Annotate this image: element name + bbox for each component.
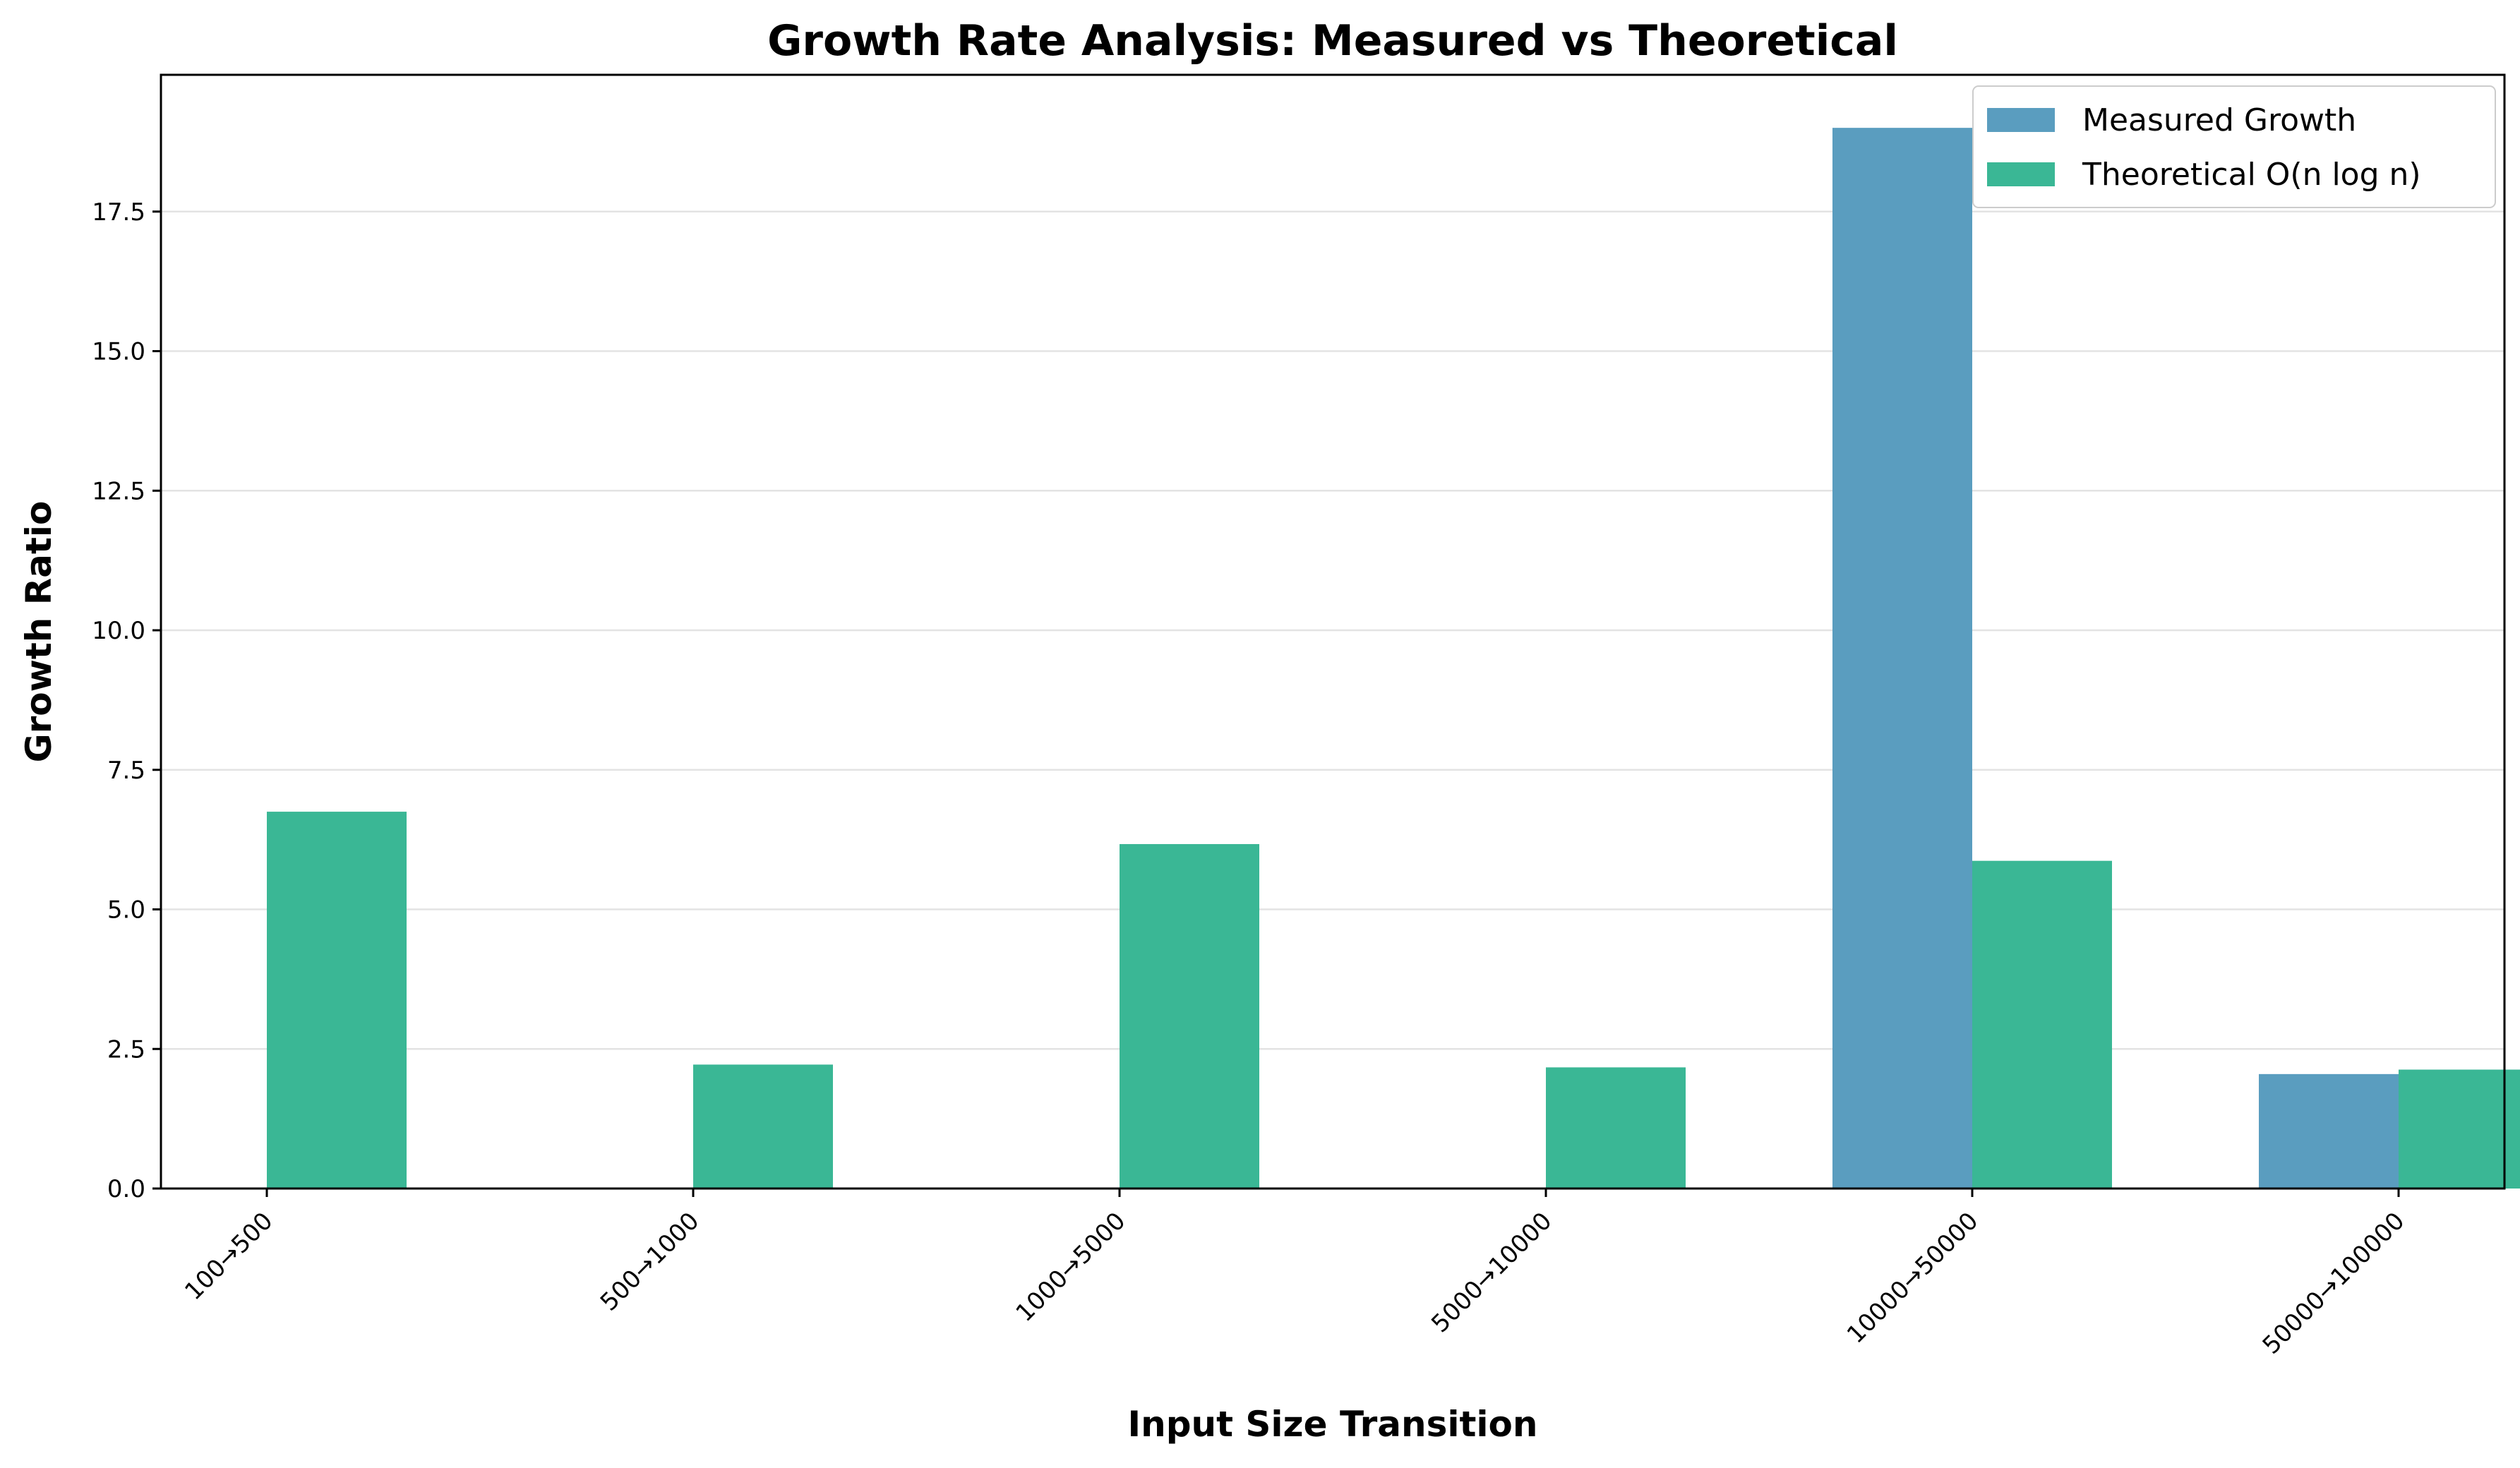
legend-label-measured-growth: Measured Growth: [2082, 102, 2356, 138]
grid-lines: [161, 210, 2504, 1050]
y-axis-label: Growth Ratio: [18, 501, 59, 763]
y-tick-label: 15.0: [92, 338, 145, 366]
legend-swatch-measured-growth: [1987, 108, 2055, 132]
plot-area-frame: [160, 73, 2506, 1190]
bar-theoretical-3: [1546, 1067, 1686, 1189]
bar-theoretical-4: [1972, 860, 2112, 1189]
y-tick-label: 5.0: [107, 896, 145, 925]
y-tick-label: 12.5: [92, 477, 145, 505]
bar-theoretical-0: [267, 812, 407, 1189]
bar-theoretical-2: [1120, 843, 1259, 1189]
y-tick-label: 2.5: [107, 1035, 145, 1064]
legend-box: [1972, 85, 2496, 208]
bar-theoretical-5: [2399, 1069, 2520, 1189]
chart-title: Growth Rate Analysis: Measured vs Theore…: [767, 16, 1898, 66]
legend: Measured Growth Theoretical O(n log n): [1972, 85, 2496, 208]
y-tick-label: 7.5: [107, 757, 145, 785]
bar-measured-4: [1832, 128, 1972, 1189]
y-tick-label: 17.5: [92, 198, 145, 227]
legend-swatch-theoretical: [1987, 162, 2055, 186]
bar-measured-5: [2259, 1073, 2399, 1189]
legend-label-theoretical: Theoretical O(n log n): [2082, 157, 2421, 193]
x-axis-label: Input Size Transition: [1128, 1404, 1538, 1445]
y-axis-ticks: 0.0 2.5 5.0 7.5 10.0 12.5 15.0 17.5: [92, 198, 161, 1203]
y-tick-label: 0.0: [107, 1175, 145, 1203]
y-tick-label: 10.0: [92, 617, 145, 645]
bars: [267, 128, 2520, 1189]
bar-theoretical-1: [693, 1064, 833, 1189]
